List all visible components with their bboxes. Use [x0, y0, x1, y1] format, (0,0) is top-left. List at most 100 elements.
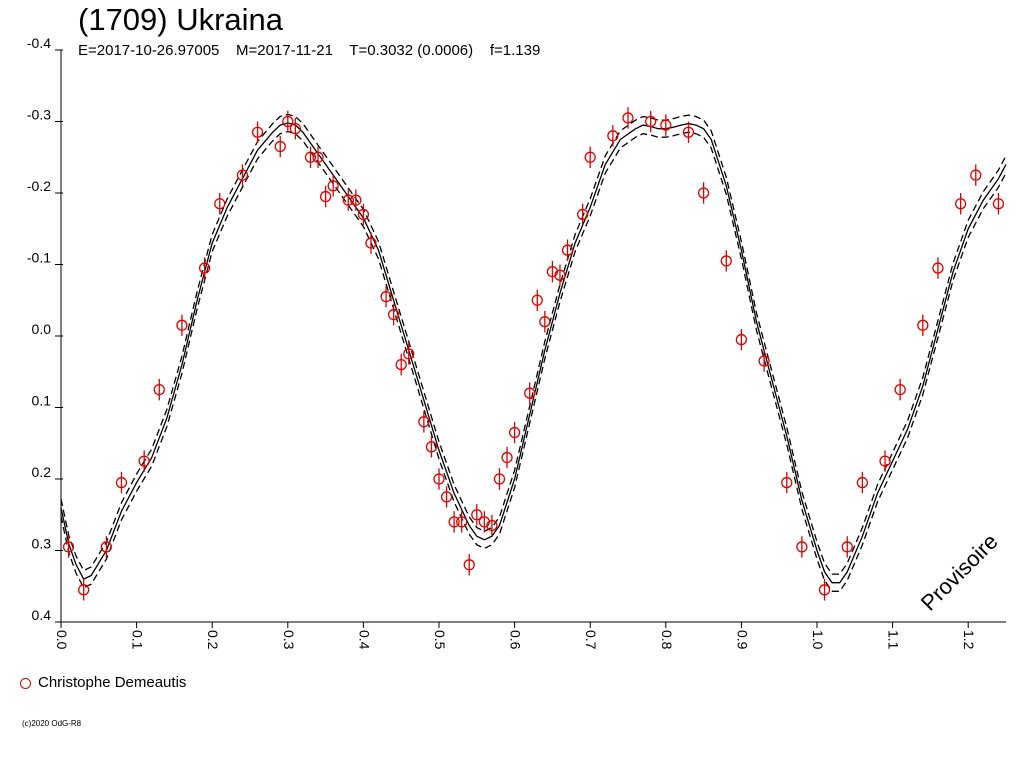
x-tick-label: 0.1: [130, 630, 146, 650]
data-point: [327, 180, 339, 192]
y-tick-label: -0.4: [27, 35, 51, 51]
y-tick-label: 0.0: [32, 321, 52, 337]
data-point: [841, 541, 853, 553]
data-point: [682, 126, 695, 138]
legend: Christophe Demeautis: [20, 674, 186, 692]
data-point: [365, 237, 377, 249]
data-point: [319, 190, 332, 203]
data-point: [138, 455, 150, 467]
data-point: [289, 122, 302, 135]
data-point: [607, 130, 619, 142]
data-point: [471, 509, 483, 521]
x-tick-label: 1.2: [961, 630, 977, 650]
x-tick-label: 0.9: [734, 630, 750, 650]
fit-curves: [60, 113, 1007, 592]
data-point: [62, 541, 75, 553]
x-tick-label: 1.0: [810, 630, 826, 650]
data-point: [954, 198, 967, 210]
provisoire-watermark: Provisoire: [916, 529, 1003, 616]
data-point: [524, 387, 536, 399]
x-tick-label: 0.0: [54, 630, 70, 650]
data-point: [781, 476, 793, 489]
data-point: [970, 169, 982, 181]
y-tick-label: 0.2: [32, 464, 52, 480]
data-point: [153, 383, 165, 396]
data-point: [645, 115, 657, 128]
data-point: [584, 151, 596, 163]
x-tick-label: 0.5: [432, 630, 448, 650]
legend-marker-circle-icon: [20, 677, 31, 689]
x-tick-label: 0.6: [508, 630, 524, 650]
data-point: [115, 476, 128, 489]
data-point: [796, 541, 808, 553]
data-point: [418, 416, 430, 428]
data-point: [176, 319, 188, 331]
data-point: [917, 319, 929, 331]
data-point: [463, 559, 475, 571]
x-tick-label: 0.7: [583, 630, 599, 650]
y-tick-label: -0.1: [27, 250, 51, 266]
fit-curve-lower-envelope: [60, 130, 1007, 592]
data-point: [251, 126, 264, 138]
fit-curve-line: [60, 122, 1007, 584]
data-point: [78, 584, 90, 596]
data-point: [932, 262, 944, 274]
data-point: [622, 112, 634, 124]
data-point: [501, 451, 513, 464]
x-tick-label: 0.4: [356, 630, 372, 650]
fit-curve-upper-envelope: [60, 113, 1007, 575]
data-point: [493, 473, 506, 485]
data-points: [62, 107, 1005, 601]
data-point: [100, 541, 113, 553]
data-point: [660, 119, 672, 131]
data-point: [561, 244, 574, 256]
data-point: [312, 151, 324, 163]
data-point: [697, 187, 710, 199]
data-point: [282, 115, 294, 128]
data-point: [508, 426, 521, 439]
data-point: [395, 358, 407, 371]
data-point: [440, 491, 453, 503]
data-point: [380, 291, 392, 303]
data-point: [539, 316, 551, 328]
data-point: [456, 516, 468, 528]
data-point: [387, 308, 400, 321]
data-point: [894, 383, 906, 396]
x-tick-label: 0.3: [281, 630, 297, 650]
data-point: [214, 198, 226, 210]
x-tick-label: 0.2: [205, 630, 221, 650]
data-point: [486, 519, 498, 532]
data-point: [342, 194, 354, 206]
data-point: [735, 333, 748, 346]
x-tick-label: 1.1: [886, 630, 902, 650]
data-point: [992, 198, 1005, 210]
data-point: [554, 269, 566, 281]
axes: -0.4-0.3-0.2-0.10.00.10.20.30.40.0 0.1 0.2…: [27, 35, 1006, 650]
legend-observer-label: Christophe Demeautis: [38, 674, 187, 691]
data-point: [403, 348, 415, 360]
data-point: [758, 355, 770, 367]
data-point: [357, 208, 370, 221]
data-point: [236, 169, 249, 181]
data-point: [720, 255, 732, 267]
y-tick-label: 0.4: [32, 607, 52, 623]
data-point: [448, 516, 460, 528]
copyright-notice: (c)2020 OdG-R8: [22, 719, 82, 728]
y-tick-label: 0.3: [32, 536, 52, 552]
data-point: [856, 476, 869, 489]
data-point: [818, 584, 831, 596]
y-tick-label: -0.3: [27, 107, 51, 123]
y-tick-label: 0.1: [32, 393, 52, 409]
data-point: [304, 151, 317, 163]
chart-subtitle: E=2017-10-26.97005 M=2017-11-21 T=0.3032…: [78, 42, 541, 59]
x-tick-label: 0.8: [659, 630, 675, 650]
data-point: [274, 140, 286, 153]
data-point: [350, 194, 362, 206]
data-point: [879, 455, 891, 467]
data-point: [531, 294, 543, 306]
data-point: [198, 262, 211, 274]
data-point: [433, 473, 445, 485]
data-point: [576, 208, 589, 221]
y-tick-label: -0.2: [27, 178, 51, 194]
